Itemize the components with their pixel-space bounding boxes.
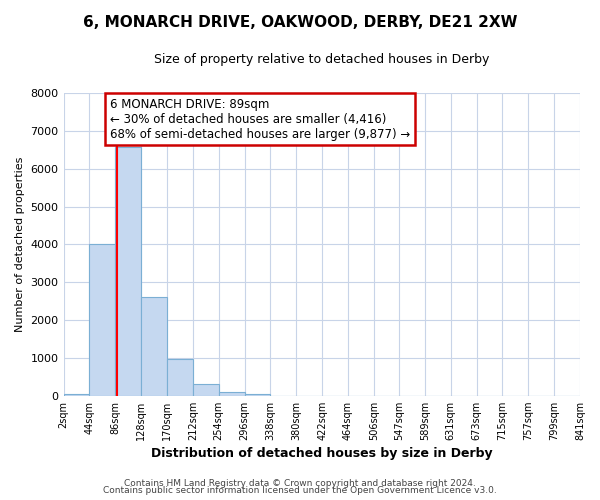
Bar xyxy=(64,394,89,396)
Bar xyxy=(245,394,271,396)
Bar xyxy=(167,360,193,396)
Y-axis label: Number of detached properties: Number of detached properties xyxy=(15,156,25,332)
X-axis label: Distribution of detached houses by size in Derby: Distribution of detached houses by size … xyxy=(151,447,493,460)
Text: 6, MONARCH DRIVE, OAKWOOD, DERBY, DE21 2XW: 6, MONARCH DRIVE, OAKWOOD, DERBY, DE21 2… xyxy=(83,15,517,30)
Bar xyxy=(115,147,141,396)
Text: Contains public sector information licensed under the Open Government Licence v3: Contains public sector information licen… xyxy=(103,486,497,495)
Bar xyxy=(193,384,218,396)
Bar xyxy=(89,244,115,396)
Bar xyxy=(218,392,245,396)
Text: Contains HM Land Registry data © Crown copyright and database right 2024.: Contains HM Land Registry data © Crown c… xyxy=(124,478,476,488)
Text: 6 MONARCH DRIVE: 89sqm
← 30% of detached houses are smaller (4,416)
68% of semi-: 6 MONARCH DRIVE: 89sqm ← 30% of detached… xyxy=(110,98,410,140)
Bar xyxy=(141,298,167,396)
Title: Size of property relative to detached houses in Derby: Size of property relative to detached ho… xyxy=(154,52,490,66)
